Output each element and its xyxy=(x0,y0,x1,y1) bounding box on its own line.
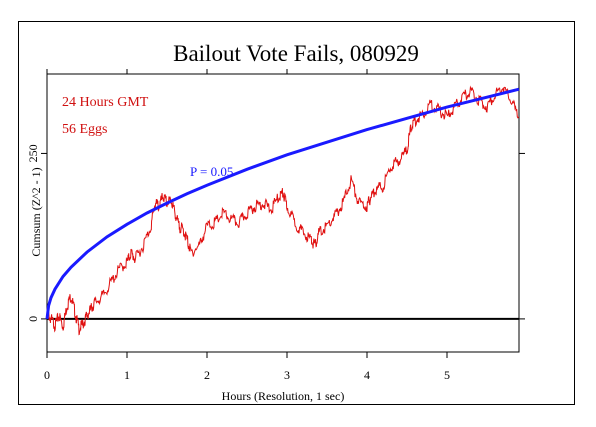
p-value-annotation: P = 0.05 xyxy=(190,164,233,179)
x-tick-label: 5 xyxy=(444,368,450,382)
x-axis-label: Hours (Resolution, 1 sec) xyxy=(222,389,345,403)
chart-frame xyxy=(18,21,575,405)
x-axis: 0 1 2 3 4 5 xyxy=(44,69,450,382)
x-tick-label: 0 xyxy=(44,368,50,382)
chart-title: Bailout Vote Fails, 080929 xyxy=(173,41,419,66)
y-axis-label: Cumsum (Z^2 - 1) xyxy=(29,167,43,256)
duration-annotation: 24 Hours GMT xyxy=(62,95,149,110)
series-cumsum-line xyxy=(46,85,520,336)
eggs-annotation: 56 Eggs xyxy=(62,122,108,137)
series-p005-envelope xyxy=(45,87,520,320)
y-tick-label: 0 xyxy=(26,316,40,322)
x-tick-label: 4 xyxy=(364,368,370,382)
x-tick-label: 1 xyxy=(124,368,130,382)
series-layer xyxy=(45,85,520,336)
plot-area xyxy=(46,73,520,353)
y-tick-label: 250 xyxy=(26,144,40,162)
y-axis: 0 250 xyxy=(26,144,525,322)
x-tick-label: 2 xyxy=(204,368,210,382)
x-tick-label: 3 xyxy=(284,368,290,382)
